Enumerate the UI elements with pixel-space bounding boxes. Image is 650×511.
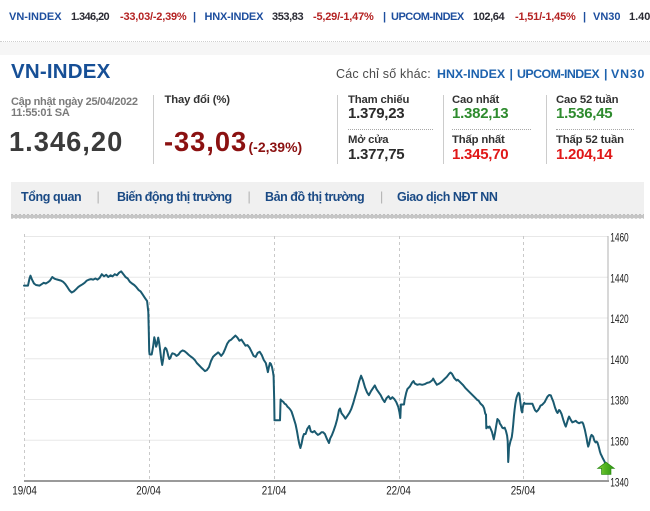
svg-text:19/04: 19/04: [12, 484, 37, 498]
svg-text:1380: 1380: [610, 394, 629, 408]
svg-text:25/04: 25/04: [511, 484, 536, 498]
svg-text:1360: 1360: [610, 435, 629, 449]
svg-text:1400: 1400: [610, 353, 629, 367]
svg-text:1340: 1340: [610, 475, 629, 489]
svg-text:20/04: 20/04: [136, 484, 161, 498]
svg-text:1440: 1440: [610, 271, 629, 285]
svg-text:21/04: 21/04: [262, 484, 287, 498]
svg-text:1460: 1460: [610, 231, 629, 245]
svg-text:22/04: 22/04: [386, 484, 411, 498]
svg-text:1420: 1420: [610, 312, 629, 326]
